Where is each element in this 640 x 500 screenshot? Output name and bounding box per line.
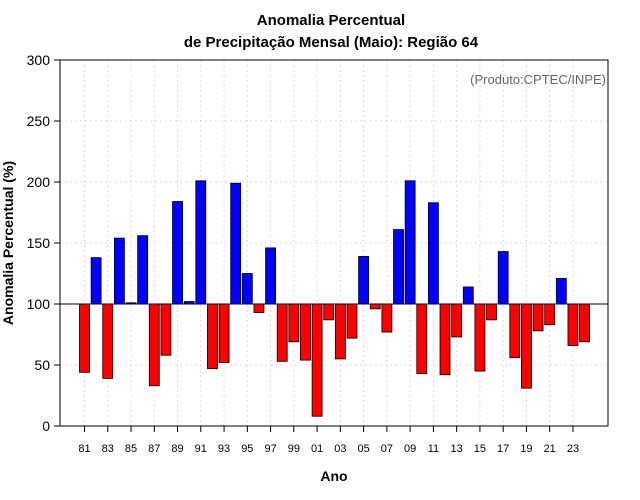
bar-1996 [253,303,265,313]
bar-2022 [555,277,567,305]
x-tick-label: 89 [171,443,183,455]
bar-1992 [207,303,218,370]
bar-2006 [369,303,381,310]
bars [79,180,590,417]
bar-2015 [474,303,486,372]
bar-1986 [137,235,149,305]
x-tick-label: 09 [404,443,416,455]
bar-2014 [462,286,474,305]
x-tick-label: 83 [102,443,114,455]
x-tick-label: 97 [264,443,276,455]
y-tick-label: 200 [27,174,51,190]
y-tick-label: 0 [42,418,50,434]
chart-title-line2: de Precipitação Mensal (Maio): Região 64 [184,34,479,51]
bar-2010 [416,303,428,374]
x-tick-label: 17 [497,443,509,455]
bar-2007 [381,303,393,333]
bar-1987 [148,303,160,387]
bar-1999 [288,303,300,343]
x-axis-ticks: 81 83 85 87 89 91 93 95 97 99 01 03 05 07 09 11 13 15 17 19… [78,426,579,455]
bar-1994 [230,182,242,305]
x-tick-label: 03 [334,443,346,455]
x-tick-label: 05 [357,443,369,455]
y-tick-label: 250 [27,113,51,129]
bar-2005 [358,256,370,305]
bar-2013 [451,303,463,338]
bar-1998 [276,303,288,362]
bar-2009 [404,180,416,305]
bar-2024 [579,303,590,343]
bar-1981 [79,303,90,373]
x-tick-label: 85 [125,443,137,455]
bar-1984 [113,237,125,305]
x-tick-label: 91 [195,443,207,455]
bar-2000 [300,303,311,361]
y-axis-label: Anomalia Percentual (%) [0,161,16,325]
bar-1995 [241,273,253,305]
x-tick-label: 81 [78,443,90,455]
x-tick-label: 93 [218,443,230,455]
bar-2020 [532,303,544,332]
chart-title-line1: Anomalia Percentual [257,12,405,29]
bar-2017 [497,251,509,305]
bar-1993 [218,303,230,363]
x-tick-label: 99 [288,443,300,455]
bar-1982 [90,257,102,305]
y-tick-label: 50 [34,357,50,373]
x-tick-label: 95 [241,443,253,455]
x-tick-label: 21 [544,443,556,455]
bar-2012 [439,303,451,376]
bar-1983 [102,303,114,379]
y-tick-label: 100 [27,296,51,312]
bar-1997 [265,247,276,305]
bar-2011 [427,202,439,305]
x-tick-label: 01 [311,443,323,455]
bar-1989 [172,201,183,305]
x-tick-label: 23 [567,443,579,455]
x-tick-label: 87 [148,443,160,455]
x-axis-label: Ano [320,468,347,484]
bar-2019 [521,303,532,389]
x-tick-label: 15 [474,443,486,455]
y-tick-label: 150 [27,235,51,251]
bar-1991 [195,180,207,305]
bar-2016 [486,303,497,321]
bar-2021 [544,303,556,326]
bar-2004 [346,303,358,339]
source-annotation: (Produto:CPTEC/INPE) [470,72,606,87]
x-tick-label: 11 [428,443,439,455]
x-tick-label: 19 [520,443,532,455]
bar-2003 [334,303,346,360]
y-tick-label: 300 [27,52,51,68]
y-axis-ticks: 0 50 100 150 200 250 300 [27,52,60,434]
bar-2001 [311,303,323,417]
bar-2018 [509,303,521,359]
bar-1988 [160,303,172,356]
bar-2002 [323,303,335,321]
x-tick-label: 07 [381,443,393,455]
x-tick-label: 13 [451,443,463,455]
bar-2023 [567,303,579,346]
bar-2008 [393,229,404,305]
